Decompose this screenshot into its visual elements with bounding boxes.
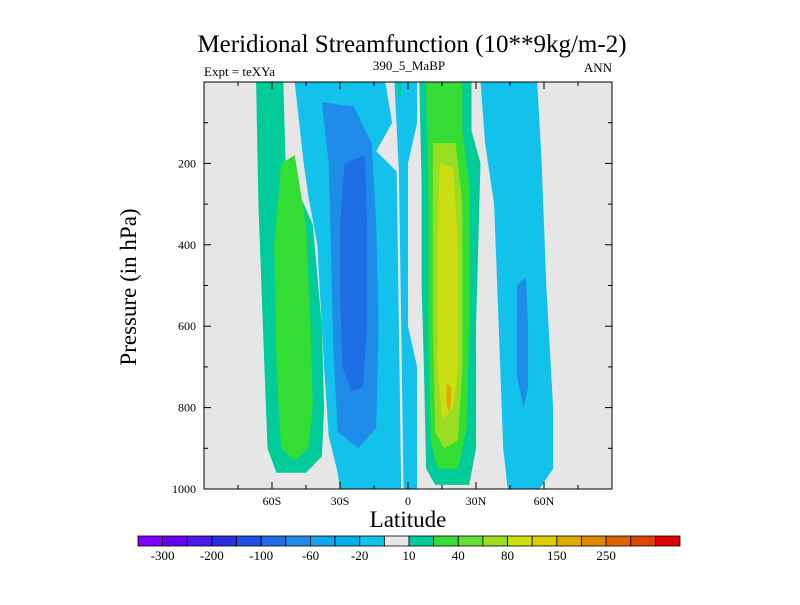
left-string: Expt = teXYa [204,64,275,79]
contour-nh-cell-peak [446,383,452,412]
colorbar-swatch [605,535,632,547]
contour-nh-cell-core [437,163,458,420]
colorbar-label: -20 [351,548,368,563]
colorbar-swatch [137,535,164,547]
contour-eq-negative-strip [394,82,418,489]
x-tick-label: 0 [405,494,411,508]
x-tick-label: 60S [263,494,282,508]
colorbar-label: -60 [302,548,319,563]
colorbar-label: -300 [151,548,175,563]
colorbar-swatch [186,535,213,547]
colorbar [137,535,681,547]
x-tick-label: 60N [534,494,555,508]
x-axis-label: Latitude [370,507,447,532]
colorbar-label: 150 [547,548,567,563]
colorbar-swatch [654,535,681,547]
colorbar-swatch [408,535,435,547]
y-tick-label: 400 [178,238,196,252]
y-tick-label: 1000 [172,482,196,496]
x-tick-label: 30S [331,494,350,508]
colorbar-label: 80 [501,548,514,563]
colorbar-swatch [211,535,237,547]
x-axis-ticks: 60S 30S 0 30N 60N [237,82,579,508]
colorbar-labels: -300 -200 -100 -60 -20 10 40 80 150 250 [151,548,616,563]
x-tick-label: 30N [466,494,487,508]
contour-sh-ferrel-core [340,155,368,392]
colorbar-swatch [334,535,361,547]
colorbar-label: 250 [596,548,616,563]
colorbar-swatch [457,535,484,547]
contour-sh-polar-core [274,155,313,461]
colorbar-swatch [359,535,385,547]
colorbar-swatch [482,535,508,547]
colorbar-swatch [630,535,656,547]
colorbar-swatch [433,535,459,547]
colorbar-swatch [285,535,311,547]
chart-title: Meridional Streamfunction (10**9kg/m-2) [197,31,626,58]
y-axis-ticks: 200 400 600 800 1000 [172,122,612,496]
colorbar-swatch [556,535,582,547]
colorbar-swatch [383,535,410,547]
y-tick-label: 600 [178,319,196,333]
y-tick-label: 800 [178,401,196,415]
colorbar-swatch [260,535,287,547]
colorbar-swatch [581,535,607,547]
right-string: ANN [584,60,613,75]
contour-nh-top-patch [396,82,402,99]
colorbar-label: -200 [200,548,224,563]
colorbar-swatch [236,535,262,547]
contour-nh-ferrel-core [516,277,529,408]
y-axis-label: Pressure (in hPa) [116,208,141,365]
contour-regions [256,82,554,489]
colorbar-label: 40 [452,548,465,563]
center-string: 390_5_MaBP [373,58,445,73]
colorbar-swatch [507,535,533,547]
colorbar-swatch [531,535,558,547]
colorbar-swatch [310,535,336,547]
colorbar-swatch [162,535,188,547]
y-tick-label: 200 [178,156,196,170]
colorbar-label: -100 [249,548,273,563]
colorbar-label: 10 [403,548,416,563]
